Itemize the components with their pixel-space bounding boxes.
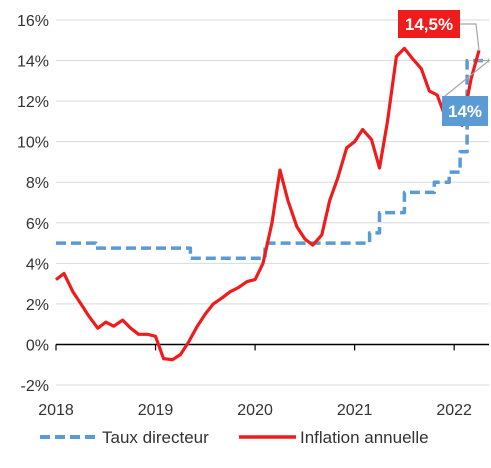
- callout-leader-inflation: [460, 23, 480, 51]
- y-tick-label: 12%: [17, 94, 49, 111]
- gridlines: [56, 19, 489, 386]
- x-axis: [55, 343, 489, 351]
- x-tick-label: 2019: [138, 402, 174, 419]
- series-taux-directeur: [56, 58, 489, 261]
- y-tick-label: 10%: [17, 135, 49, 152]
- callout-label-inflation: 14,5%: [405, 15, 453, 34]
- x-tick-label: 2022: [436, 402, 472, 419]
- series-lines: [55, 46, 489, 362]
- y-tick-label: -2%: [21, 378, 49, 395]
- y-tick-label: 0%: [26, 337, 49, 354]
- legend-label-taux-directeur: Taux directeur: [102, 428, 209, 447]
- x-tick-label: 2018: [38, 402, 74, 419]
- y-tick-label: 2%: [26, 297, 49, 314]
- x-tick-label: 2021: [337, 402, 373, 419]
- y-tick-label: 8%: [26, 175, 49, 192]
- callout-label-taux: 14%: [448, 102, 482, 121]
- y-tick-label: 14%: [17, 54, 49, 71]
- y-tick-label: 4%: [26, 256, 49, 273]
- y-tick-label: 6%: [26, 216, 49, 233]
- callout-leader-taux: [444, 59, 491, 97]
- legend-label-inflation-annuelle: Inflation annuelle: [300, 428, 429, 447]
- callout-box-inflation: [398, 10, 460, 38]
- legend: Taux directeur Inflation annuelle: [40, 428, 429, 447]
- x-tick-label: 2020: [237, 402, 273, 419]
- x-axis-ticks: 2018 2019 2020 2021 2022: [38, 402, 472, 419]
- callouts: 14,5% 14%: [398, 10, 491, 126]
- y-tick-label: 16%: [17, 13, 49, 30]
- y-axis-ticks: -2% 0% 2% 4% 6% 8% 10% 12% 14% 16%: [17, 13, 49, 395]
- series-inflation-annuelle: [55, 46, 481, 362]
- callout-box-taux: [442, 96, 488, 126]
